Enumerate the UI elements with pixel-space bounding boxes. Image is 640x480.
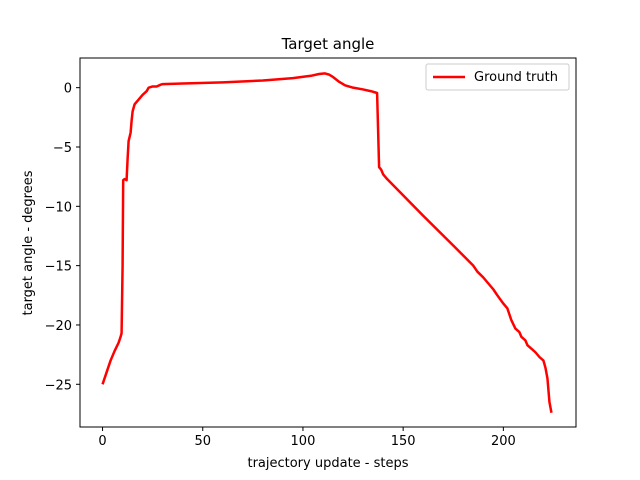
legend-box [425,63,570,91]
legend: Ground truth [425,63,570,91]
y-axis-label: target angle - degrees [21,170,36,315]
x-axis-label: trajectory update - steps [247,456,408,471]
axes-frame [79,57,577,428]
y-tick-label: −25 [45,378,72,393]
y-tick-label: −20 [45,319,72,334]
x-tick-label: 150 [391,434,416,449]
x-tick-label: 200 [491,434,516,449]
y-tick-label: −10 [45,200,72,215]
series-line-ground-truth [101,72,553,413]
x-tick-label: 100 [291,434,316,449]
x-tick-label: 0 [98,434,106,449]
legend-label: Ground truth [474,70,558,85]
y-tick-label: −5 [53,141,72,156]
chart-title: Target angle [281,35,375,53]
y-tick-label: 0 [64,82,72,97]
x-tick-label: 50 [194,434,211,449]
plot-layer: 0 50 100 150 200 0 −5 −10 −15 −20 −25 [45,57,577,449]
y-tick-label: −15 [45,260,72,275]
